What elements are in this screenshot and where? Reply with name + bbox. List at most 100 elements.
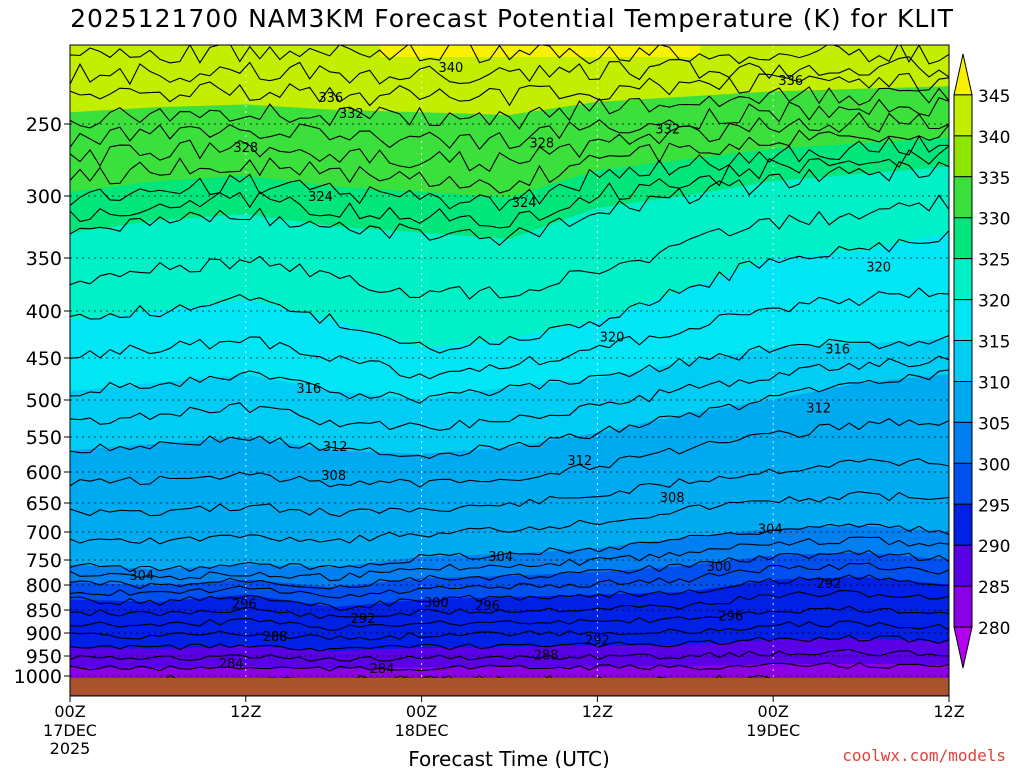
colorbar-swatch-1	[953, 94, 973, 137]
contour-label-13: 312	[323, 440, 348, 455]
contour-label-10: 320	[600, 330, 625, 345]
isotherm-340	[70, 56, 949, 86]
y-tick-label-500: 500	[26, 390, 62, 412]
y-tick-label-350: 350	[26, 248, 62, 270]
y-tick-label-800: 800	[26, 575, 62, 597]
contour-label-3: 332	[339, 107, 364, 122]
isotherm-292	[70, 605, 949, 631]
contour-label-8: 324	[512, 196, 537, 211]
colorbar-label-320: 320	[978, 292, 1010, 312]
y-tick-label-650: 650	[26, 493, 62, 515]
isotherm-310	[70, 417, 949, 488]
isotherm-300	[70, 549, 949, 590]
contour-label-29: 288	[263, 630, 288, 645]
x-tick-date-2: 18DEC	[395, 721, 449, 740]
contour-label-26: 292	[351, 612, 376, 627]
y-tick-label-550: 550	[26, 427, 62, 449]
contour-label-17: 308	[660, 491, 685, 506]
y-tick-label-300: 300	[26, 186, 62, 208]
isotherm-342	[70, 45, 949, 65]
isotherm-308	[70, 458, 949, 517]
contour-label-27: 292	[585, 633, 610, 648]
isotherm-302	[70, 536, 949, 582]
contour-label-20: 304	[758, 523, 783, 538]
contour-label-23: 296	[232, 598, 257, 613]
colorbar-label-300: 300	[978, 455, 1010, 475]
isotherm-306	[70, 491, 949, 545]
contour-label-32: 284	[370, 662, 395, 677]
isotherm-322	[70, 194, 949, 300]
colorbar-label-305: 305	[978, 414, 1010, 434]
colorbar-label-310: 310	[978, 373, 1010, 393]
isotherm-290	[70, 620, 949, 641]
isotherm-316	[70, 334, 949, 404]
colorbar-swatch-12	[953, 544, 973, 587]
contour-label-30: 288	[534, 649, 559, 664]
x-tick-date-0: 17DEC	[43, 721, 97, 740]
y-tick-label-700: 700	[26, 522, 62, 544]
contour-label-19: 304	[488, 550, 513, 565]
y-tick-label-450: 450	[26, 348, 62, 370]
contour-label-0: 340	[438, 61, 463, 76]
contour-label-11: 316	[296, 382, 321, 397]
contour-label-25: 296	[718, 610, 743, 625]
colorbar-swatch-0	[953, 53, 973, 96]
contour-label-15: 312	[806, 401, 831, 416]
contour-label-4: 332	[655, 122, 680, 137]
y-tick-label-1000: 1000	[14, 666, 62, 688]
contour-label-14: 312	[567, 454, 592, 469]
x-tick-year-0: 2025	[50, 739, 91, 758]
plot-frame	[69, 44, 950, 697]
contour-label-31: 284	[219, 657, 244, 672]
y-tick-label-900: 900	[26, 623, 62, 645]
terrain-strip	[70, 678, 949, 695]
contour-label-12: 316	[825, 343, 850, 358]
colorbar-label-285: 285	[978, 578, 1010, 598]
contour-label-24: 296	[475, 599, 500, 614]
isotherm-296	[70, 574, 949, 611]
isotherm-326	[70, 145, 949, 229]
colorbar-label-335: 335	[978, 169, 1010, 189]
isotherm-314	[70, 355, 949, 431]
colorbar-swatch-8	[953, 380, 973, 423]
x-tick-label-3: 12Z	[582, 702, 613, 721]
isotherm-304	[70, 523, 949, 573]
isotherm-334	[70, 97, 949, 151]
colorbar-swatch-11	[953, 503, 973, 546]
y-tick-label-600: 600	[26, 462, 62, 484]
theta-band-yellow	[380, 45, 700, 57]
chart-title: 2025121700 NAM3KM Forecast Potential Tem…	[70, 4, 954, 33]
colorbar: 345 340 335 330 325 320 315 310 305 300 295 290 285 2…	[953, 53, 1010, 669]
contour-label-9: 320	[866, 260, 891, 275]
colorbar-swatch-3	[953, 176, 973, 219]
theta-bands	[70, 45, 949, 696]
contour-label-6: 328	[529, 137, 554, 152]
x-tick-label-5: 12Z	[933, 702, 964, 721]
colorbar-swatch-9	[953, 421, 973, 464]
contour-label-1: 336	[318, 91, 343, 106]
x-tick-label-0: 00Z	[54, 702, 85, 721]
colorbar-label-315: 315	[978, 333, 1010, 353]
credit-link[interactable]: coolwx.com/models	[842, 746, 1006, 765]
isotherm-312	[70, 369, 949, 459]
contour-label-28: 292	[816, 577, 841, 592]
isotherm-318	[70, 287, 949, 380]
colorbar-swatch-13	[953, 585, 973, 628]
colorbar-swatch-6	[953, 299, 973, 342]
colorbar-swatch-2	[953, 135, 973, 178]
isotherm-336	[70, 86, 949, 130]
isotherm-298	[70, 562, 949, 599]
isotherm-324	[70, 161, 949, 246]
isotherm-328	[70, 135, 949, 212]
x-tick-label-4: 00Z	[758, 702, 789, 721]
colorbar-label-295: 295	[978, 496, 1010, 516]
contour-label-22: 300	[424, 596, 449, 611]
isotherm-332	[70, 112, 949, 173]
isotherm-286	[70, 648, 949, 662]
contour-label-21: 300	[707, 560, 732, 575]
x-tick-label-1: 12Z	[230, 702, 261, 721]
